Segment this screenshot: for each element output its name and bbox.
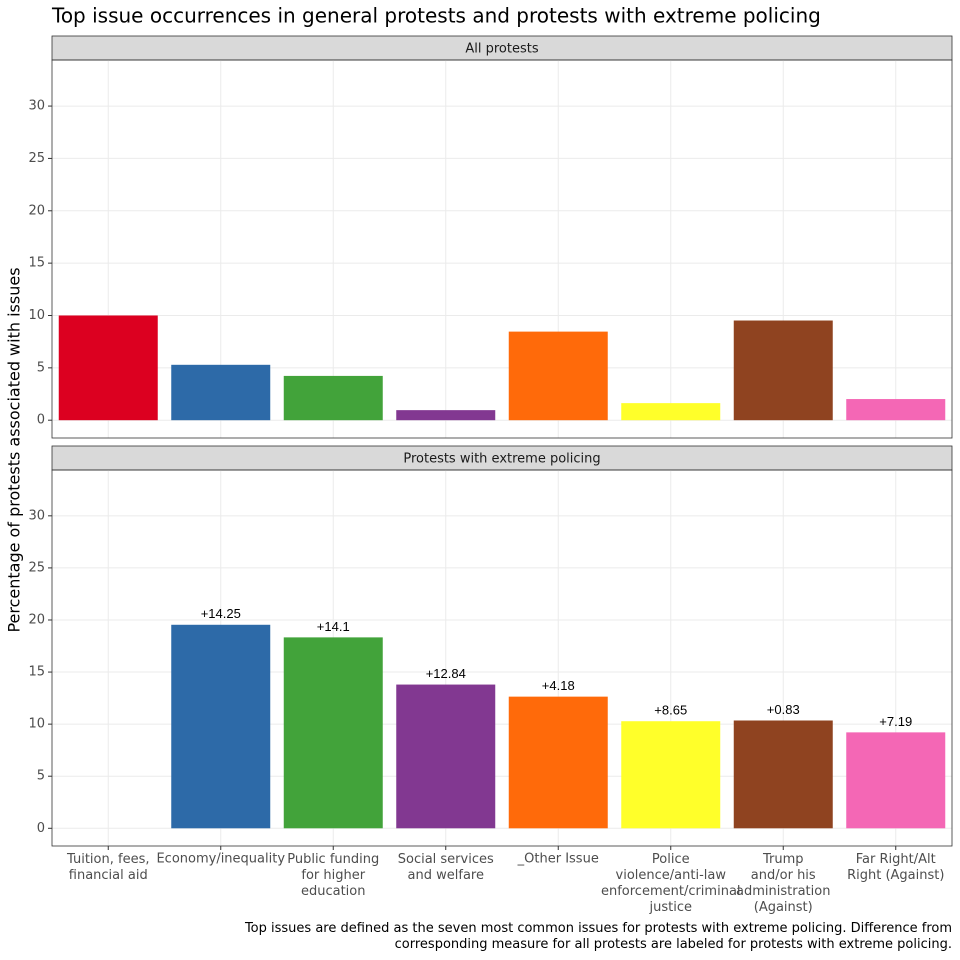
y-tick-label: 10	[28, 308, 45, 323]
bar-annotation: +0.83	[767, 702, 800, 717]
bar	[621, 721, 721, 829]
bar	[171, 364, 271, 421]
y-tick-label: 15	[28, 256, 45, 271]
y-tick-label: 25	[28, 151, 45, 166]
y-tick-label: 10	[28, 717, 45, 732]
bar	[396, 410, 496, 421]
bar	[283, 375, 383, 421]
y-tick-label: 25	[28, 560, 45, 575]
caption: Top issues are defined as the seven most…	[244, 921, 952, 952]
panel-border	[51, 59, 953, 439]
strip-label: Protests with extreme policing	[403, 452, 600, 467]
x-tick-label: _Other Issue	[517, 852, 599, 867]
y-tick-label: 5	[37, 769, 45, 784]
bar	[508, 331, 608, 421]
bar	[396, 684, 496, 829]
y-tick-label: 20	[28, 612, 45, 627]
x-tick-label: Trump and/or his administration (Against)	[736, 852, 830, 915]
x-tick-label: Police violence/anti-law enforcement/crimi…	[601, 852, 741, 915]
bar	[846, 732, 946, 829]
panel-border	[51, 469, 953, 847]
y-tick-label: 15	[28, 665, 45, 680]
x-tick-label: Economy/inequality	[156, 852, 285, 867]
y-tick-label: 20	[28, 203, 45, 218]
bar	[508, 696, 608, 829]
strip-label: All protests	[465, 42, 538, 57]
strip	[51, 35, 953, 61]
bar-annotation: +7.19	[879, 714, 912, 729]
y-tick-label: 5	[37, 360, 45, 375]
bar	[846, 399, 946, 421]
x-tick-label: Far Right/Alt Right (Against)	[847, 852, 944, 883]
bar-annotation: +12.84	[426, 666, 466, 681]
bar	[58, 315, 158, 421]
y-axis-label: Percentage of protests associated with i…	[5, 267, 24, 632]
bar-annotation: +8.65	[654, 703, 687, 718]
chart-title: Top issue occurrences in general protest…	[51, 4, 821, 28]
y-tick-label: 0	[37, 821, 45, 836]
bar	[733, 320, 833, 421]
x-tick-label: Public funding for higher education	[287, 852, 379, 899]
strip	[51, 445, 953, 471]
bar	[733, 720, 833, 829]
y-tick-label: 30	[28, 508, 45, 523]
bar-annotation: +4.18	[542, 678, 575, 693]
bar	[621, 403, 721, 421]
bar-annotation: +14.25	[201, 606, 241, 621]
bar-annotation: +14.1	[317, 619, 350, 634]
x-tick-label: Social services and welfare	[398, 852, 494, 883]
x-tick-label: Tuition, fees, financial aid	[66, 852, 149, 883]
bar	[283, 637, 383, 829]
y-tick-label: 30	[28, 99, 45, 114]
y-tick-label: 0	[37, 413, 45, 428]
bar	[171, 624, 271, 829]
